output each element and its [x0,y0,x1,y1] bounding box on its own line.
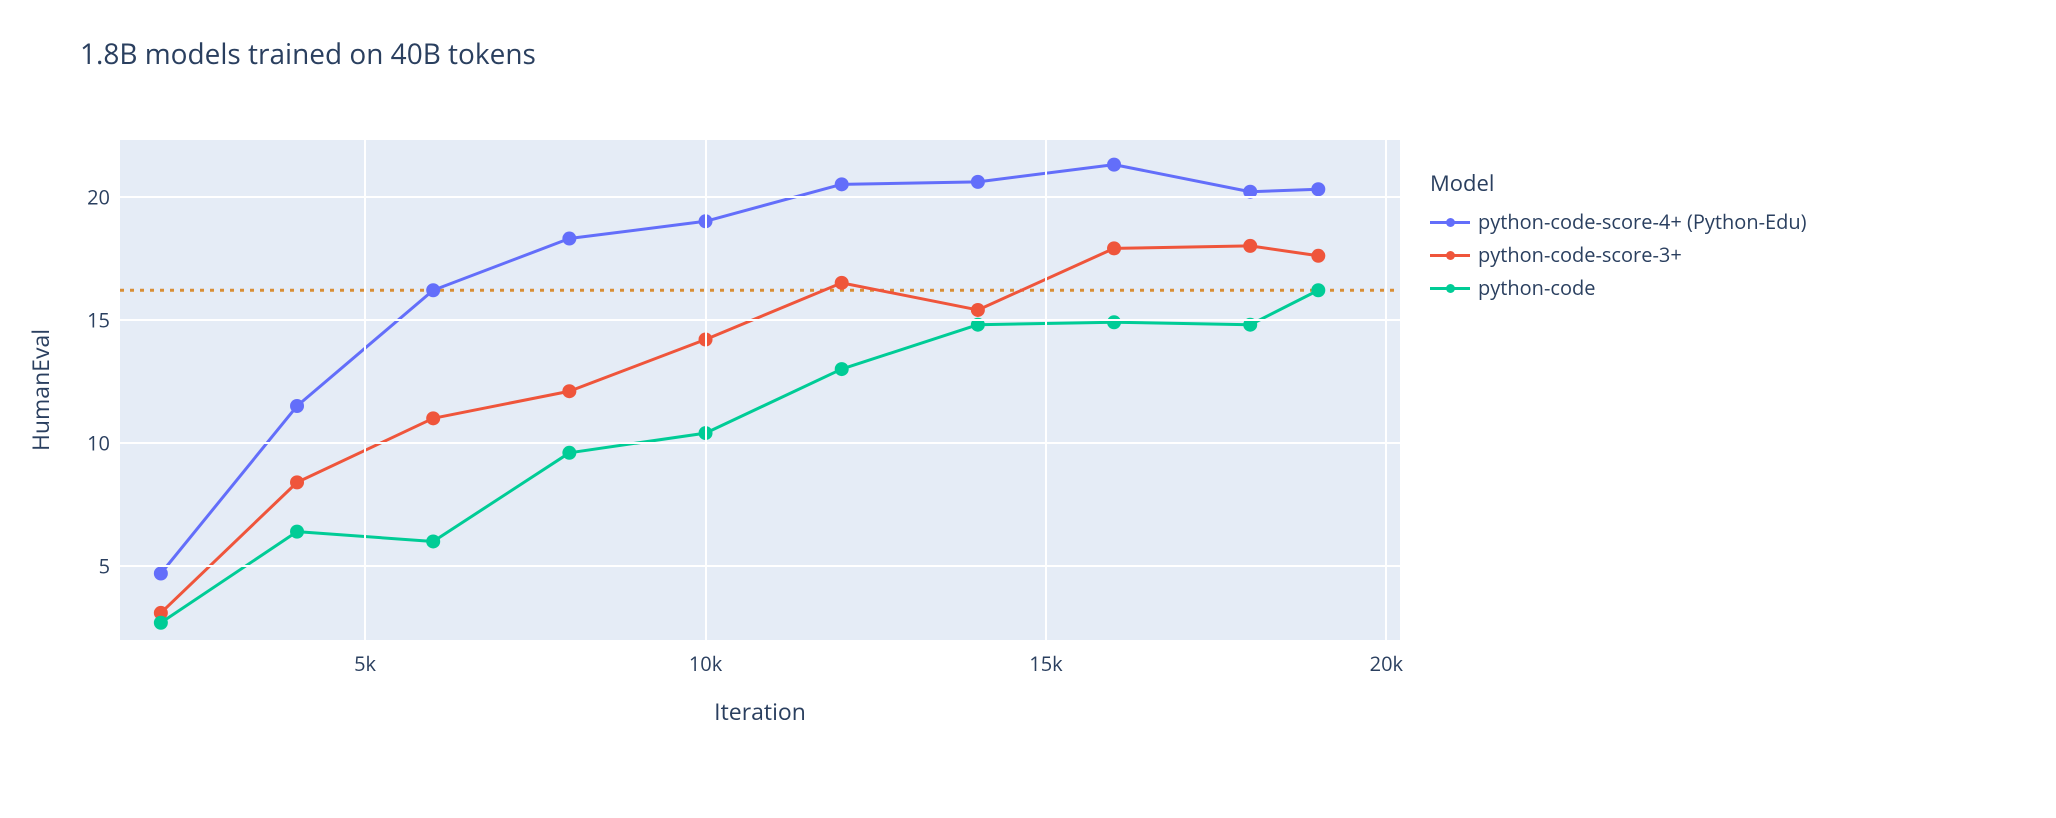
series-marker[interactable] [1311,283,1325,297]
gridline-vertical [364,140,366,640]
legend-label: python-code [1478,274,1595,301]
series-marker[interactable] [154,566,168,580]
gridline-horizontal [120,442,1400,444]
gridline-horizontal [120,196,1400,198]
series-marker[interactable] [835,276,849,290]
series-marker[interactable] [290,525,304,539]
legend: Model python-code-score-4+ (Python-Edu) p… [1430,168,1807,307]
series-marker[interactable] [290,475,304,489]
series-marker[interactable] [562,384,576,398]
series-marker[interactable] [1311,249,1325,263]
y-tick-label: 10 [50,429,110,456]
legend-label: python-code-score-4+ (Python-Edu) [1478,208,1807,235]
gridline-horizontal [120,565,1400,567]
series-marker[interactable] [971,175,985,189]
legend-label: python-code-score-3+ [1478,241,1682,268]
x-tick-label: 10k [689,650,722,677]
series-line[interactable] [161,246,1318,613]
y-tick-label: 5 [50,553,110,580]
series-marker[interactable] [426,411,440,425]
series-marker[interactable] [290,399,304,413]
series-line[interactable] [161,290,1318,623]
x-tick-label: 20k [1370,650,1403,677]
series-marker[interactable] [562,232,576,246]
series-marker[interactable] [426,534,440,548]
x-tick-label: 5k [354,650,376,677]
y-tick-label: 20 [50,183,110,210]
plot-area [120,140,1400,640]
chart-container: 1.8B models trained on 40B tokens HumanE… [0,0,2056,818]
series-line[interactable] [161,165,1318,574]
x-axis-label: Iteration [714,695,806,727]
gridline-vertical [1385,140,1387,640]
series-marker[interactable] [1243,239,1257,253]
series-marker[interactable] [1107,158,1121,172]
series-marker[interactable] [835,177,849,191]
y-tick-label: 15 [50,306,110,333]
legend-item[interactable]: python-code-score-4+ (Python-Edu) [1430,208,1807,235]
series-marker[interactable] [1107,315,1121,329]
series-marker[interactable] [971,303,985,317]
legend-title: Model [1430,168,1807,198]
series-marker[interactable] [562,446,576,460]
gridline-vertical [1045,140,1047,640]
gridline-horizontal [120,319,1400,321]
series-marker[interactable] [1107,241,1121,255]
legend-item[interactable]: python-code-score-3+ [1430,241,1807,268]
series-marker[interactable] [835,362,849,376]
legend-item[interactable]: python-code [1430,274,1807,301]
series-marker[interactable] [154,616,168,630]
series-marker[interactable] [1311,182,1325,196]
chart-title: 1.8B models trained on 40B tokens [80,35,536,73]
gridline-vertical [705,140,707,640]
x-tick-label: 15k [1029,650,1062,677]
series-marker[interactable] [426,283,440,297]
